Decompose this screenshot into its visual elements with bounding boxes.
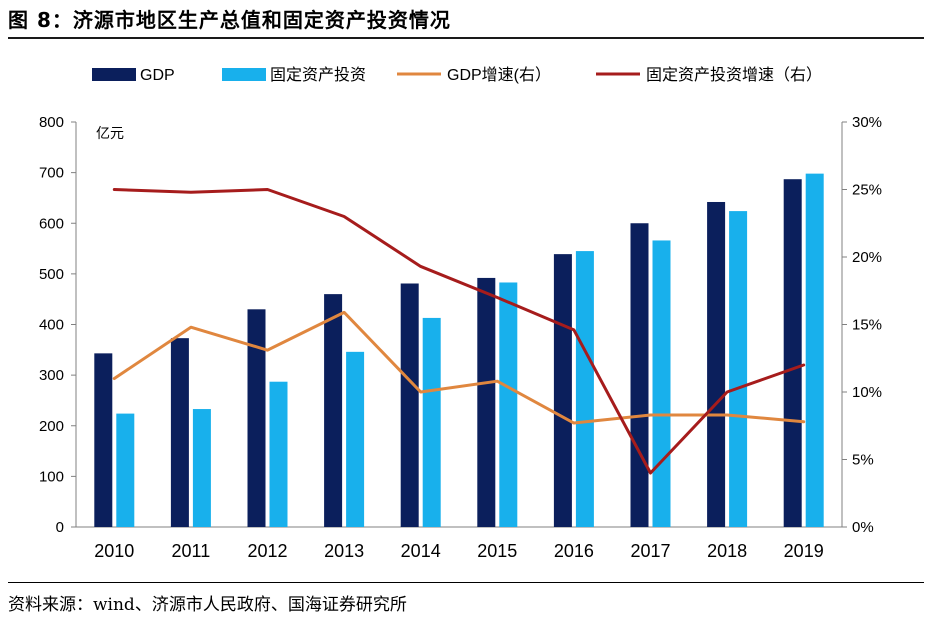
investment-bar xyxy=(269,381,288,527)
gdp-bar xyxy=(477,277,496,527)
investment-bar xyxy=(729,211,748,527)
gdp-bar xyxy=(324,294,343,527)
legend-gdp-growth-label: GDP增速(右） xyxy=(447,66,551,84)
x-tick-label: 2014 xyxy=(401,541,441,561)
bars xyxy=(94,173,824,528)
legend: GDP 固定资产投资 GDP增速(右） 固定资产投资增速（右） xyxy=(92,66,822,84)
x-tick-label: 2017 xyxy=(630,541,670,561)
gdp-bar xyxy=(707,201,726,528)
title-rule xyxy=(8,37,924,39)
gdp-bar xyxy=(400,283,419,527)
legend-gdp: GDP xyxy=(92,67,175,84)
gdp-bar xyxy=(553,254,572,527)
investment-growth-line xyxy=(112,188,806,475)
combo-chart: GDP 固定资产投资 GDP增速(右） 固定资产投资增速（右） 0 100 200 300 4… xyxy=(39,66,882,561)
left-tick-label: 500 xyxy=(39,266,64,283)
x-tick-label: 2010 xyxy=(94,541,134,561)
legend-investment-growth-label: 固定资产投资增速（右） xyxy=(646,66,822,84)
right-tick-label: 20% xyxy=(852,249,882,266)
right-tick-label: 0% xyxy=(852,519,874,536)
left-tick-label: 800 xyxy=(39,114,64,131)
left-tick-label: 100 xyxy=(39,468,64,485)
legend-investment-label: 固定资产投资 xyxy=(270,66,366,84)
y-axis-unit-label: 亿元 xyxy=(96,125,124,141)
x-tick-label: 2015 xyxy=(477,541,517,561)
investment-bar xyxy=(346,351,365,527)
legend-gdp-label: GDP xyxy=(140,67,175,84)
x-tick-label: 2018 xyxy=(707,541,747,561)
left-tick-label: 200 xyxy=(39,418,64,435)
axes: 0 100 200 300 400 500 600 700 800 0% 5% 10% 15% 20% 25… xyxy=(39,114,882,561)
investment-bar xyxy=(116,413,135,527)
x-tick-label: 2013 xyxy=(324,541,364,561)
left-tick-label: 600 xyxy=(39,215,64,232)
figure-title: 图 8：济源市地区生产总值和固定资产投资情况 xyxy=(8,8,451,32)
source-note: 资料来源：wind、济源市人民政府、国海证券研究所 xyxy=(8,595,407,615)
legend-gdp-growth: GDP增速(右） xyxy=(397,66,551,84)
investment-bar xyxy=(422,317,441,527)
investment-bar xyxy=(575,251,594,527)
gdp-bar xyxy=(247,309,266,527)
gdp-bar xyxy=(630,223,649,527)
left-tick-label: 700 xyxy=(39,165,64,182)
x-tick-label: 2011 xyxy=(172,541,211,561)
gdp-growth-line xyxy=(112,310,806,425)
right-tick-label: 10% xyxy=(852,384,882,401)
legend-investment: 固定资产投资 xyxy=(222,66,366,84)
investment-bar xyxy=(652,240,671,527)
gdp-bar xyxy=(94,353,113,527)
lines xyxy=(112,188,806,475)
legend-investment-swatch xyxy=(222,68,266,81)
legend-investment-growth: 固定资产投资增速（右） xyxy=(596,66,822,84)
right-tick-label: 30% xyxy=(852,114,882,131)
gdp-bar xyxy=(170,338,189,527)
right-tick-label: 5% xyxy=(852,452,874,469)
right-tick-label: 25% xyxy=(852,182,882,199)
left-tick-label: 300 xyxy=(39,367,64,384)
legend-gdp-swatch xyxy=(92,68,136,81)
source-rule xyxy=(8,582,924,583)
investment-bar xyxy=(192,409,211,527)
investment-bar xyxy=(499,282,518,527)
right-tick-label: 15% xyxy=(852,317,882,334)
left-tick-label: 400 xyxy=(39,317,64,334)
x-tick-label: 2019 xyxy=(784,541,824,561)
x-tick-label: 2012 xyxy=(247,541,287,561)
left-tick-label: 0 xyxy=(56,519,64,536)
investment-bar xyxy=(805,173,824,527)
x-tick-label: 2016 xyxy=(554,541,594,561)
gdp-bar xyxy=(783,179,802,528)
